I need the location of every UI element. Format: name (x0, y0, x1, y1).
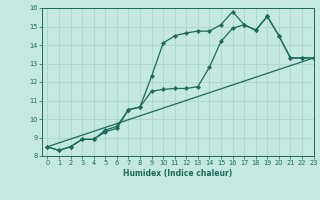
X-axis label: Humidex (Indice chaleur): Humidex (Indice chaleur) (123, 169, 232, 178)
